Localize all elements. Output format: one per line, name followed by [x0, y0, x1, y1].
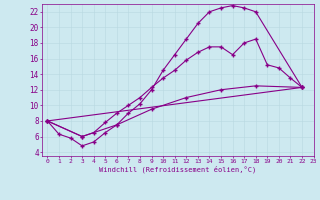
X-axis label: Windchill (Refroidissement éolien,°C): Windchill (Refroidissement éolien,°C)	[99, 165, 256, 173]
